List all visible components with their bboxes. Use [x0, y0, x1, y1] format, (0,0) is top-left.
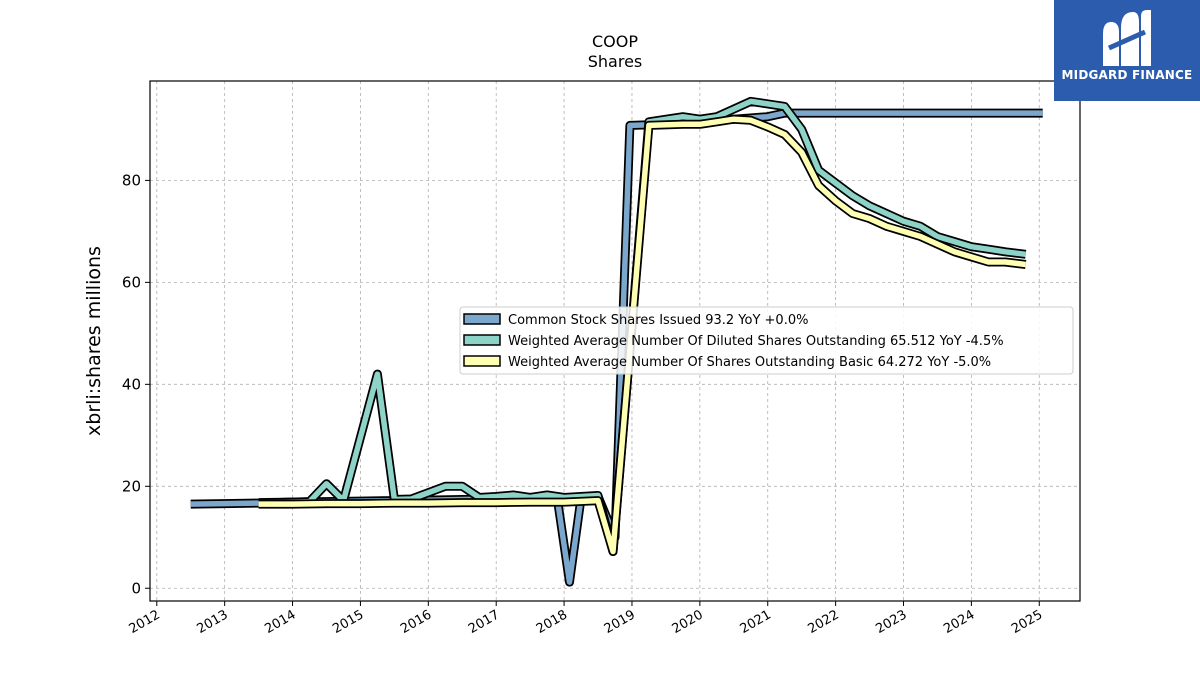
legend-swatch-2 — [463, 355, 501, 367]
logo-emblem-icon — [1103, 10, 1151, 66]
x-tick-label: 2024 — [941, 607, 977, 637]
y-axis-ticks: 0 20 40 60 80 — [122, 171, 150, 597]
x-tick-label: 2020 — [670, 607, 706, 637]
chart-subtitle: Shares — [588, 52, 643, 71]
legend-entry-2: Weighted Average Number Of Shares Outsta… — [508, 355, 991, 370]
y-tick-label: 0 — [131, 579, 141, 597]
y-tick-label: 80 — [122, 171, 141, 189]
y-tick-label: 40 — [122, 375, 141, 393]
x-axis-ticks: 2012 2013 2014 2015 2016 2017 2018 2019 2020 2021… — [127, 601, 1045, 637]
x-tick-label: 2013 — [195, 607, 231, 637]
x-tick-label: 2012 — [127, 607, 163, 637]
x-tick-label: 2025 — [1009, 607, 1045, 637]
legend-swatch-1 — [463, 334, 501, 346]
x-tick-label: 2022 — [805, 607, 841, 637]
x-tick-label: 2023 — [873, 607, 909, 637]
x-tick-label: 2021 — [738, 607, 774, 637]
midgard-finance-logo: MIDGARD FINANCE — [1054, 0, 1200, 101]
x-tick-label: 2019 — [602, 607, 638, 637]
x-tick-label: 2015 — [330, 607, 366, 637]
series-lines — [190, 96, 1043, 587]
y-tick-label: 60 — [122, 273, 141, 291]
plot-frame — [149, 80, 1081, 602]
y-tick-label: 20 — [122, 477, 141, 495]
x-tick-label: 2014 — [262, 607, 298, 637]
legend-entry-0: Common Stock Shares Issued 93.2 YoY +0.0… — [508, 313, 808, 328]
legend: Common Stock Shares Issued 93.2 YoY +0.0… — [459, 306, 1074, 375]
legend-swatch-0 — [463, 313, 501, 325]
series-2-line — [258, 116, 1027, 555]
x-tick-label: 2016 — [398, 607, 434, 637]
logo-text: MIDGARD FINANCE — [1061, 68, 1193, 82]
x-tick-label: 2017 — [466, 607, 502, 637]
chart-title: COOP — [592, 32, 638, 51]
x-tick-label: 2018 — [534, 607, 570, 637]
legend-entry-1: Weighted Average Number Of Diluted Share… — [508, 334, 1004, 349]
y-axis-label: xbrli:shares millions — [83, 246, 105, 436]
legend-box — [459, 306, 1074, 375]
